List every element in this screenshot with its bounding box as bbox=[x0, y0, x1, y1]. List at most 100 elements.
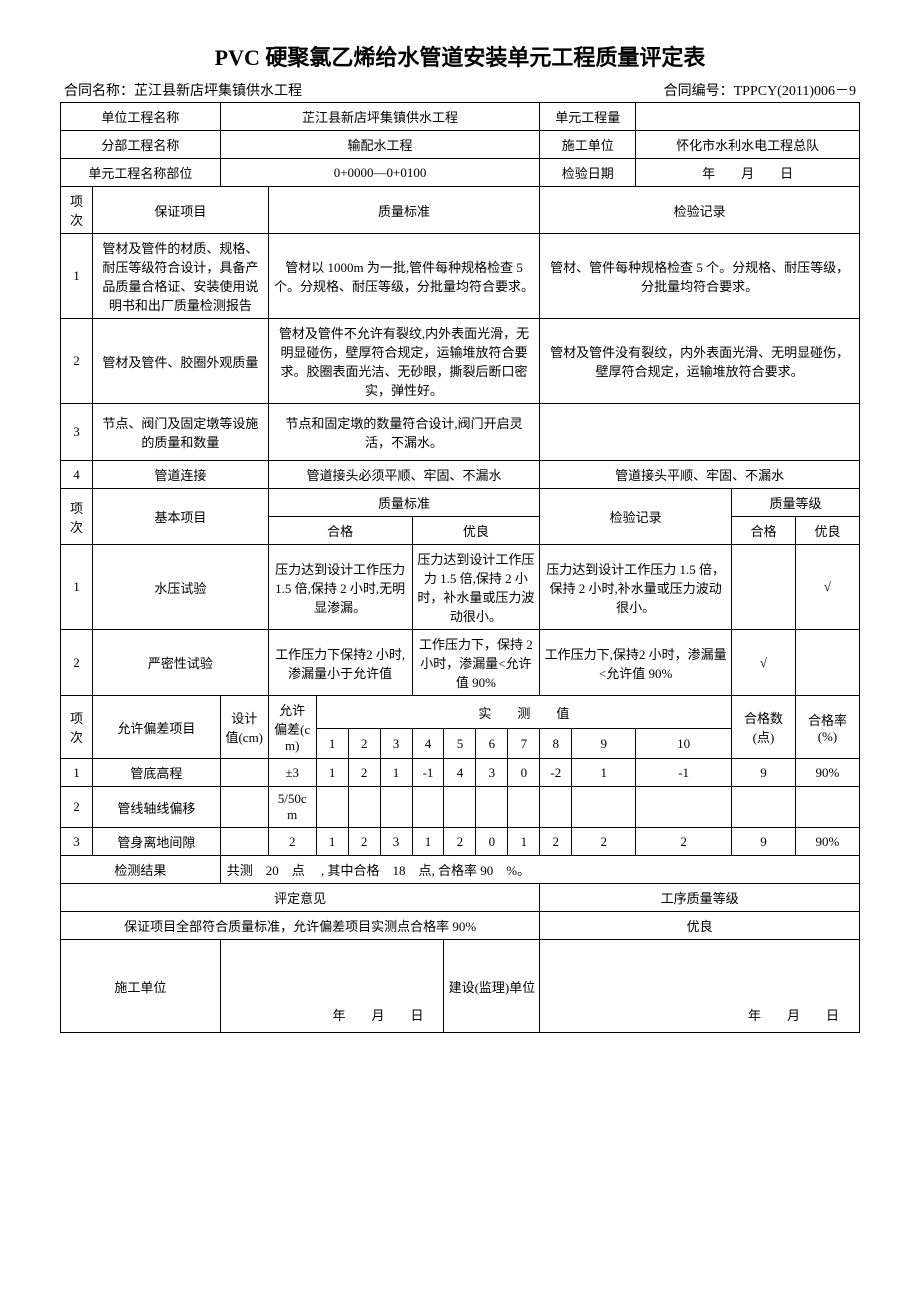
v: 0 bbox=[476, 828, 508, 856]
rec bbox=[540, 404, 860, 461]
guarantee-row: 3 节点、阀门及固定墩等设施的质量和数量 节点和固定墩的数量符合设计,阀门开启灵… bbox=[61, 404, 860, 461]
header-row: 合同名称：芷江县新店坪集镇供水工程 合同编号：TPPCY(2011)006－9 bbox=[60, 80, 860, 100]
rec: 工作压力下,保持2 小时，渗漏量<允许值 90% bbox=[540, 630, 732, 696]
grade: 优良 bbox=[540, 912, 860, 940]
v: 1 bbox=[316, 759, 348, 787]
item: 管底高程 bbox=[92, 759, 220, 787]
v bbox=[476, 787, 508, 828]
col: 项次 bbox=[61, 489, 93, 545]
item: 管材及管件、胶圈外观质量 bbox=[92, 319, 268, 404]
v: 1 bbox=[572, 759, 636, 787]
n: 2 bbox=[61, 630, 93, 696]
h: 1 bbox=[316, 729, 348, 759]
v bbox=[412, 787, 444, 828]
v: 1 bbox=[316, 828, 348, 856]
label: 单元工程量 bbox=[540, 103, 636, 131]
opinion-label: 评定意见 bbox=[61, 884, 540, 912]
design bbox=[220, 759, 268, 787]
col: 允许偏差项目 bbox=[92, 696, 220, 759]
footer-row: 保证项目全部符合质量标准，允许偏差项目实测点合格率 90% 优良 bbox=[61, 912, 860, 940]
item: 水压试验 bbox=[92, 545, 268, 630]
label: 单元工程名称部位 bbox=[61, 159, 221, 187]
col: 优良 bbox=[795, 517, 859, 545]
h: 3 bbox=[380, 729, 412, 759]
v bbox=[380, 787, 412, 828]
good: 压力达到设计工作压力 1.5 倍,保持 2 小时，补水量或压力波动很小。 bbox=[412, 545, 540, 630]
dev-header: 项次 允许偏差项目 设计值(cm) 允许偏差(cm) 实 测 值 合格数(点) … bbox=[61, 696, 860, 729]
basic-row: 1 水压试验 压力达到设计工作压力 1.5 倍,保持 2 小时,无明显渗漏。 压… bbox=[61, 545, 860, 630]
label: 分部工程名称 bbox=[61, 131, 221, 159]
info-row: 单位工程名称 芷江县新店坪集镇供水工程 单元工程量 bbox=[61, 103, 860, 131]
col: 质量标准 bbox=[268, 489, 540, 517]
v: 3 bbox=[476, 759, 508, 787]
v: 1 bbox=[508, 828, 540, 856]
grade-pass: √ bbox=[732, 630, 796, 696]
grade-good: √ bbox=[795, 545, 859, 630]
rec: 管材、管件每种规格检查 5 个。分规格、耐压等级，分批量均符合要求。 bbox=[540, 234, 860, 319]
main-table: 单位工程名称 芷江县新店坪集镇供水工程 单元工程量 分部工程名称 输配水工程 施… bbox=[60, 102, 860, 1033]
h: 8 bbox=[540, 729, 572, 759]
item: 节点、阀门及固定墩等设施的质量和数量 bbox=[92, 404, 268, 461]
v: -1 bbox=[412, 759, 444, 787]
col: 检验记录 bbox=[540, 187, 860, 234]
guarantee-row: 1 管材及管件的材质、规格、耐压等级符合设计，具备产品质量合格证、安装使用说明书… bbox=[61, 234, 860, 319]
col: 质量标准 bbox=[268, 187, 540, 234]
design bbox=[220, 787, 268, 828]
std: 管道接头必须平顺、牢固、不漏水 bbox=[268, 461, 540, 489]
rec: 管道接头平顺、牢固、不漏水 bbox=[540, 461, 860, 489]
label: 单位工程名称 bbox=[61, 103, 221, 131]
h: 5 bbox=[444, 729, 476, 759]
n: 1 bbox=[61, 234, 93, 319]
sign-row: 施工单位 年 月 日 建设(监理)单位 年 月 日 bbox=[61, 940, 860, 1033]
item: 严密性试验 bbox=[92, 630, 268, 696]
h: 10 bbox=[636, 729, 732, 759]
v: 0 bbox=[508, 759, 540, 787]
col: 合格 bbox=[732, 517, 796, 545]
rate bbox=[795, 787, 859, 828]
h: 2 bbox=[348, 729, 380, 759]
n: 2 bbox=[61, 787, 93, 828]
grade-pass bbox=[732, 545, 796, 630]
v bbox=[572, 787, 636, 828]
col: 合格数(点) bbox=[732, 696, 796, 759]
n: 1 bbox=[61, 545, 93, 630]
n: 2 bbox=[61, 319, 93, 404]
allow: 2 bbox=[268, 828, 316, 856]
v: 2 bbox=[540, 828, 572, 856]
v bbox=[508, 787, 540, 828]
col: 保证项目 bbox=[92, 187, 268, 234]
rate: 90% bbox=[795, 828, 859, 856]
col: 允许偏差(cm) bbox=[268, 696, 316, 759]
rec: 压力达到设计工作压力 1.5 倍，保持 2 小时,补水量或压力波动很小。 bbox=[540, 545, 732, 630]
h: 7 bbox=[508, 729, 540, 759]
opinion: 保证项目全部符合质量标准，允许偏差项目实测点合格率 90% bbox=[61, 912, 540, 940]
footer-header: 评定意见 工序质量等级 bbox=[61, 884, 860, 912]
item: 管材及管件的材质、规格、耐压等级符合设计，具备产品质量合格证、安装使用说明书和出… bbox=[92, 234, 268, 319]
std: 管材及管件不允许有裂纹,内外表面光滑，无明显碰伤，壁厚符合规定，运输堆放符合要求… bbox=[268, 319, 540, 404]
n: 3 bbox=[61, 404, 93, 461]
v bbox=[444, 787, 476, 828]
grade-label: 工序质量等级 bbox=[540, 884, 860, 912]
passn bbox=[732, 787, 796, 828]
v: 2 bbox=[636, 828, 732, 856]
text: 共测 20 点 , 其中合格 18 点, 合格率 90 %。 bbox=[220, 856, 859, 884]
label: 检验日期 bbox=[540, 159, 636, 187]
contract-name: 合同名称：芷江县新店坪集镇供水工程 bbox=[64, 80, 302, 100]
passn: 9 bbox=[732, 759, 796, 787]
v: 1 bbox=[380, 759, 412, 787]
rec: 管材及管件没有裂纹，内外表面光滑、无明显碰伤，壁厚符合规定，运输堆放符合要求。 bbox=[540, 319, 860, 404]
supervisor-sign: 年 月 日 bbox=[540, 940, 860, 1033]
dev-row: 2 管线轴线偏移 5/50cm bbox=[61, 787, 860, 828]
pass: 工作压力下保持2 小时,渗漏量小于允许值 bbox=[268, 630, 412, 696]
col: 优良 bbox=[412, 517, 540, 545]
info-row: 单元工程名称部位 0+0000—0+0100 检验日期 年 月 日 bbox=[61, 159, 860, 187]
contractor-label: 施工单位 bbox=[61, 940, 221, 1033]
page-title: PVC 硬聚氯乙烯给水管道安装单元工程质量评定表 bbox=[60, 40, 860, 72]
value: 年 月 日 bbox=[636, 159, 860, 187]
guarantee-row: 2 管材及管件、胶圈外观质量 管材及管件不允许有裂纹,内外表面光滑，无明显碰伤，… bbox=[61, 319, 860, 404]
info-row: 分部工程名称 输配水工程 施工单位 怀化市水利水电工程总队 bbox=[61, 131, 860, 159]
good: 工作压力下，保持 2 小时，渗漏量<允许值 90% bbox=[412, 630, 540, 696]
label: 检测结果 bbox=[61, 856, 221, 884]
value: 0+0000—0+0100 bbox=[220, 159, 540, 187]
value: 怀化市水利水电工程总队 bbox=[636, 131, 860, 159]
